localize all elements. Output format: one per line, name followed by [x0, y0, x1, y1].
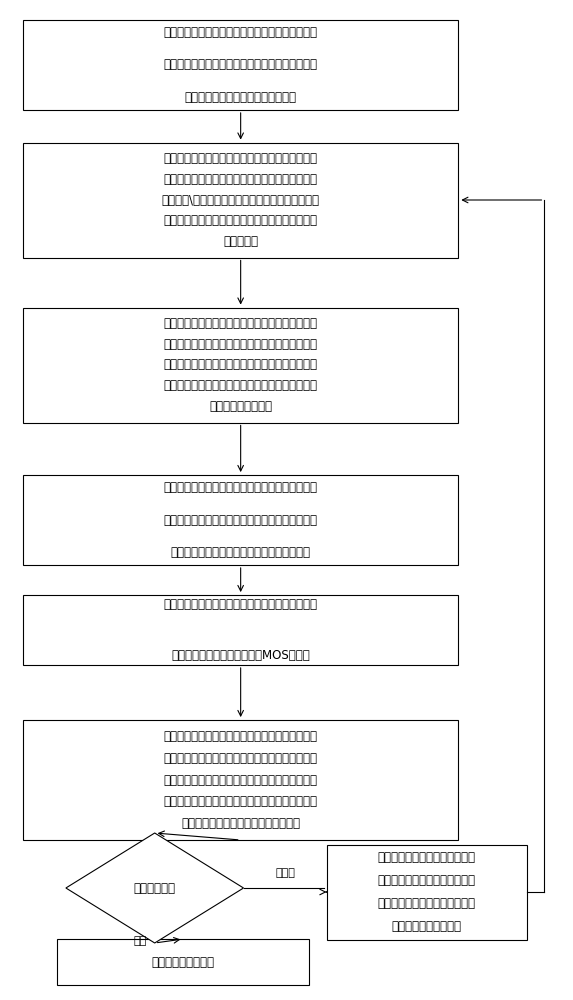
Text: 偏差最大的量进行调节: 偏差最大的量进行调节 [392, 920, 462, 933]
Bar [23, 720, 458, 840]
Text: 无极灯最优状态下的功率因数校正电路的电压设定: 无极灯最优状态下的功率因数校正电路的电压设定 [164, 795, 317, 808]
Text: 几何形状、泡体直径、灯泡材料、耦合线圈直径、: 几何形状、泡体直径、灯泡材料、耦合线圈直径、 [164, 26, 317, 39]
Text: 精度，对网格剖分进行修改，细化或者粗化任意位: 精度，对网格剖分进行修改，细化或者粗化任意位 [164, 379, 317, 392]
Text: 据等离子体动力学将电场、磁场与等离子场进行多: 据等离子体动力学将电场、磁场与等离子场进行多 [164, 214, 317, 227]
Text: 根据几何建模模块建立的无极灯泡体几何模型，建: 根据几何建模模块建立的无极灯泡体几何模型，建 [164, 317, 317, 330]
Bar [23, 308, 458, 422]
Text: 度分布、磁通密度分布、电势分布、电流密度: 度分布、磁通密度分布、电势分布、电流密度 [171, 546, 311, 559]
Text: 出数据对无极灯功率因数校正电路的电压设定值以: 出数据对无极灯功率因数校正电路的电压设定值以 [164, 752, 317, 765]
Text: 投入实际研发与生产: 投入实际研发与生产 [152, 956, 215, 968]
Polygon shape [66, 833, 244, 943]
Text: 确定预期工艺数据与实际输入数: 确定预期工艺数据与实际输入数 [378, 851, 476, 864]
Text: 采用有限元数值分析的方法对泡体求解域进行仿真: 采用有限元数值分析的方法对泡体求解域进行仿真 [164, 481, 317, 494]
Bar [57, 939, 309, 985]
Text: 电子密度、冷端温度和磁场建立时间: 电子密度、冷端温度和磁场建立时间 [185, 91, 297, 104]
Text: 满足: 满足 [134, 936, 147, 946]
Bar [23, 142, 458, 257]
Text: ，并同时确定环境因素中与实际: ，并同时确定环境因素中与实际 [378, 897, 476, 910]
Text: 用户根据所在环境因素输入相关数据，包括点灯时: 用户根据所在环境因素输入相关数据，包括点灯时 [164, 598, 317, 611]
Text: 采用几何建模模块根据输入的几何形状的参数，在: 采用几何建模模块根据输入的几何形状的参数，在 [164, 152, 317, 165]
Text: 运算，获得态汞原子分布、电子温度分布、电子密: 运算，获得态汞原子分布、电子温度分布、电子密 [164, 514, 317, 526]
Bar [327, 844, 527, 940]
Bar [23, 475, 458, 565]
Text: 间、泡体环境温度、控制装置MOS管温度: 间、泡体环境温度、控制装置MOS管温度 [171, 649, 310, 662]
Text: 在求解域内进行网格剖分，并根据用户要求的计算: 在求解域内进行网格剖分，并根据用户要求的计算 [164, 359, 317, 371]
Text: 值以及高频谐振逆变电路的频率设定值: 值以及高频谐振逆变电路的频率设定值 [181, 817, 300, 830]
Text: 立求解域，根据多物理场耦合以及泡体内化学反应: 立求解域，根据多物理场耦合以及泡体内化学反应 [164, 338, 317, 351]
Text: 不满足: 不满足 [275, 868, 295, 878]
Bar [23, 595, 458, 665]
Text: 据相比误差最大的参数进行修改: 据相比误差最大的参数进行修改 [378, 874, 476, 887]
Text: 物理耦合\化学反应模块确定泡体内化学反应，并根: 物理耦合\化学反应模块确定泡体内化学反应，并根 [162, 194, 320, 207]
Text: 及高频谐振逆变电路的频率设定值进行优化，获得: 及高频谐振逆变电路的频率设定值进行优化，获得 [164, 774, 317, 786]
Text: 线圈匝数、耦合棒长度、功率、频率、电压、初始: 线圈匝数、耦合棒长度、功率、频率、电压、初始 [164, 58, 317, 72]
Text: 是否满足要求: 是否满足要求 [134, 882, 176, 894]
Text: 物理场耦合: 物理场耦合 [223, 235, 258, 248]
Bar [23, 20, 458, 110]
Text: 置的网格数目和大小: 置的网格数目和大小 [209, 400, 272, 413]
Text: 采用人工神经网络和遗传算法，结合环境因素和输: 采用人工神经网络和遗传算法，结合环境因素和输 [164, 730, 317, 743]
Text: 三维空间内，建立无极灯泡体的几何模型；并采用: 三维空间内，建立无极灯泡体的几何模型；并采用 [164, 173, 317, 186]
